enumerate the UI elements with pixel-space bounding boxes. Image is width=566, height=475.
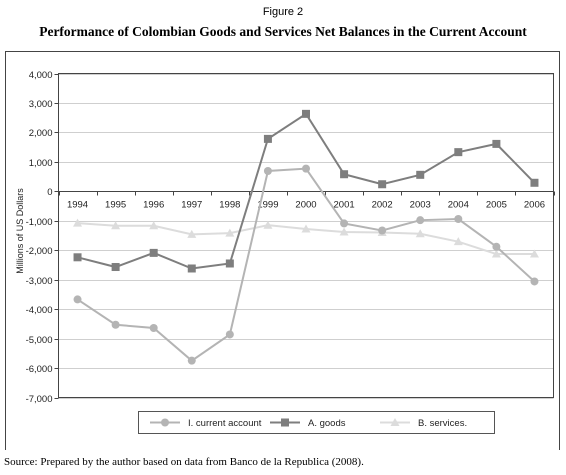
series-layer <box>73 109 539 365</box>
point-marker <box>149 323 158 332</box>
y-tick-label: 0 <box>47 187 52 198</box>
point-marker <box>111 263 120 272</box>
figure-label: Figure 2 <box>262 6 304 18</box>
point-marker <box>492 139 501 148</box>
point-marker <box>73 253 82 262</box>
x-tick-label: 2003 <box>410 200 431 211</box>
point-marker <box>225 259 234 268</box>
legend-label: B. services. <box>418 418 467 429</box>
y-tick-label: -6,000 <box>26 364 53 375</box>
point-marker <box>187 229 197 238</box>
point-marker <box>149 221 159 230</box>
point-marker <box>415 229 425 238</box>
point-marker <box>111 221 121 230</box>
y-axis-label: Millions of US Dollars <box>15 188 25 274</box>
point-marker <box>73 295 82 304</box>
x-tick-label: 2002 <box>372 200 393 211</box>
point-marker <box>453 237 463 246</box>
point-marker <box>225 228 235 237</box>
point-marker <box>454 215 463 224</box>
x-tick-label: 1995 <box>105 200 126 211</box>
source-note: Source: Prepared by the author based on … <box>4 456 364 468</box>
x-tick-label: 2004 <box>448 200 469 211</box>
legend-item: A. goods <box>270 418 346 429</box>
x-tick-label: 1999 <box>257 200 278 211</box>
point-marker <box>263 134 272 143</box>
legend-box <box>138 411 495 434</box>
x-tick-label: 2006 <box>524 200 545 211</box>
point-marker <box>340 170 349 179</box>
y-tick-label: 1,000 <box>29 158 53 169</box>
point-marker <box>302 164 310 173</box>
legend-label: A. goods <box>308 418 346 429</box>
line-chart: 4,000 3,000 2,000 1,000 0 -1,000 -2,000 -3,000 -… <box>5 51 560 450</box>
y-tick-label: -1,000 <box>26 217 53 228</box>
y-tick-label: 2,000 <box>29 128 53 139</box>
y-tick-label: -7,000 <box>26 394 53 405</box>
y-tick-label: -2,000 <box>26 246 53 257</box>
x-tick-label: 2000 <box>295 200 316 211</box>
point-marker <box>301 224 311 233</box>
point-marker <box>263 220 273 229</box>
y-tick-label: -3,000 <box>26 276 53 287</box>
point-marker <box>161 418 169 427</box>
series-circle <box>73 164 539 365</box>
point-marker <box>454 148 463 157</box>
x-tick-label: 2001 <box>334 200 355 211</box>
point-marker <box>340 219 349 228</box>
y-axis-ticks: 4,000 3,000 2,000 1,000 0 -1,000 -2,000 -3,000 -… <box>26 70 59 405</box>
x-tick-label: 1998 <box>219 200 240 211</box>
series-square <box>73 109 539 273</box>
point-marker <box>187 264 196 273</box>
point-marker <box>187 356 196 365</box>
point-marker <box>149 248 158 257</box>
legend-item: I. current account <box>150 418 262 429</box>
chart-title: Performance of Colombian Goods and Servi… <box>39 24 527 39</box>
point-marker <box>263 166 272 175</box>
x-tick-label: 1997 <box>181 200 202 211</box>
point-marker <box>378 180 387 189</box>
x-tick-label: 1994 <box>67 200 88 211</box>
point-marker <box>491 249 501 258</box>
y-tick-label: -4,000 <box>26 305 53 316</box>
point-marker <box>416 216 425 225</box>
point-marker <box>281 418 289 427</box>
x-axis-ticks: 1994 1995 1996 1997 1998 1999 2000 2001 2002 2003… <box>59 191 555 211</box>
legend: I. current account A. goods B. services. <box>150 418 467 429</box>
point-marker <box>225 330 234 339</box>
point-marker <box>529 249 539 258</box>
y-tick-label: 4,000 <box>29 70 53 81</box>
y-tick-label: 3,000 <box>29 99 53 110</box>
point-marker <box>492 242 501 251</box>
point-marker <box>390 418 400 426</box>
plot-area <box>58 73 554 398</box>
legend-item: B. services. <box>380 418 467 429</box>
x-tick-label: 2005 <box>486 200 507 211</box>
point-marker <box>530 178 539 187</box>
point-marker <box>416 170 425 179</box>
legend-label: I. current account <box>188 418 262 429</box>
point-marker <box>530 277 539 286</box>
gridlines <box>58 74 554 399</box>
y-tick-label: -5,000 <box>26 335 53 346</box>
x-tick-label: 1996 <box>143 200 164 211</box>
point-marker <box>302 109 310 118</box>
point-marker <box>73 218 83 227</box>
point-marker <box>339 227 349 236</box>
point-marker <box>111 320 120 329</box>
point-marker <box>378 226 387 235</box>
